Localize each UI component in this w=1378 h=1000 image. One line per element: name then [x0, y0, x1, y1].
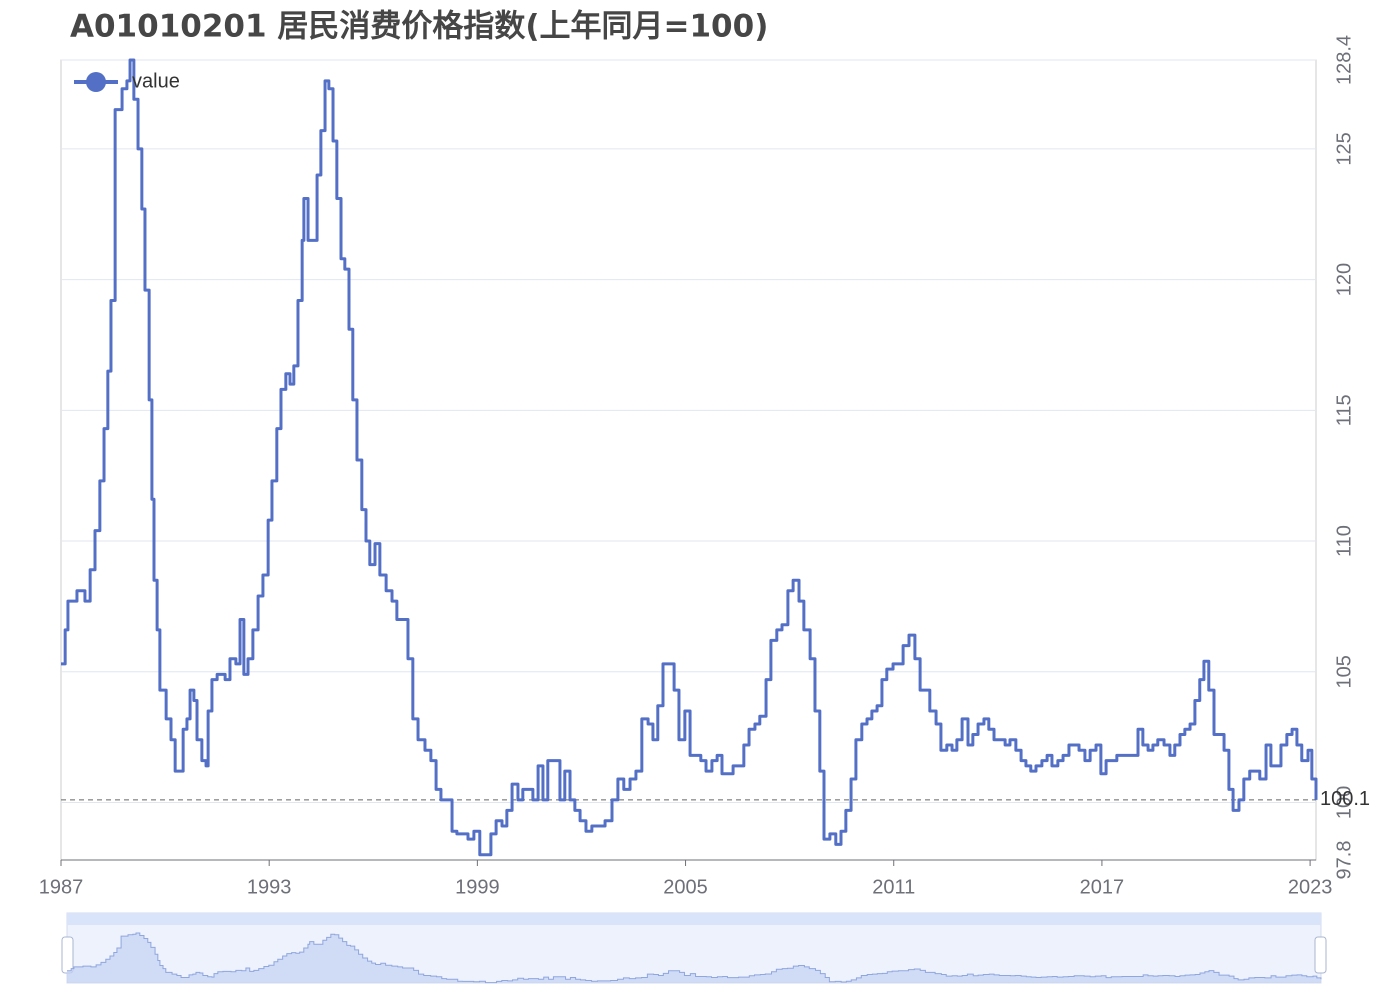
- zoom-preview-area: [67, 933, 1321, 983]
- x-tick-label: 2005: [663, 876, 708, 898]
- x-tick-label: 1993: [247, 876, 292, 898]
- plot-frame: [60, 59, 1317, 861]
- chart-title: A01010201 居民消费价格指数(上年同月=100): [70, 9, 768, 45]
- zoom-preview-line: [67, 932, 1322, 984]
- y-tick-label: 120: [1333, 263, 1355, 296]
- legend-label: value: [132, 70, 180, 92]
- y-tick-label: 115: [1333, 394, 1355, 426]
- x-tick-label: 1987: [39, 876, 84, 898]
- y-tick-label: 128.4: [1333, 35, 1355, 85]
- zoom-bar[interactable]: [67, 913, 1321, 925]
- x-tick-label: 1999: [455, 876, 500, 898]
- y-tick-label: 97.8: [1333, 841, 1355, 880]
- series-line: [61, 58, 1318, 857]
- zoom-handle[interactable]: [61, 936, 74, 974]
- y-tick-label: 105: [1333, 655, 1355, 688]
- x-tick-label: 2011: [872, 876, 915, 898]
- x-tick-label: 2017: [1080, 876, 1125, 898]
- mark-line-label: 100.1: [1320, 788, 1370, 810]
- y-tick-label: 125: [1333, 132, 1355, 165]
- y-tick-label: 100: [1333, 786, 1355, 819]
- legend-icon-dot: [86, 72, 106, 92]
- x-tick-label: 2023: [1288, 876, 1333, 898]
- zoom-handle[interactable]: [1314, 936, 1327, 974]
- y-tick-label: 110: [1333, 525, 1355, 557]
